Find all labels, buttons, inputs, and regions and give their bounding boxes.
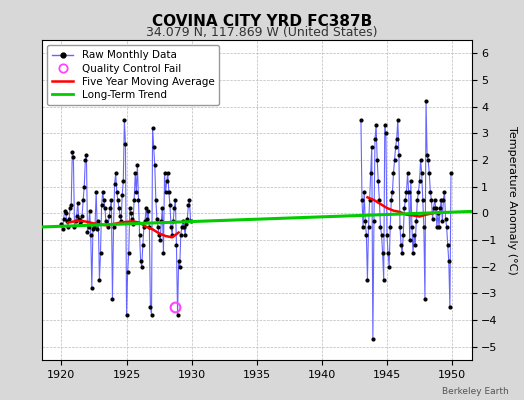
Text: Berkeley Earth: Berkeley Earth (442, 387, 508, 396)
Text: COVINA CITY YRD FC387B: COVINA CITY YRD FC387B (152, 14, 372, 29)
Legend: Raw Monthly Data, Quality Control Fail, Five Year Moving Average, Long-Term Tren: Raw Monthly Data, Quality Control Fail, … (47, 45, 220, 105)
Y-axis label: Temperature Anomaly (°C): Temperature Anomaly (°C) (507, 126, 517, 274)
Text: 34.079 N, 117.869 W (United States): 34.079 N, 117.869 W (United States) (146, 26, 378, 39)
